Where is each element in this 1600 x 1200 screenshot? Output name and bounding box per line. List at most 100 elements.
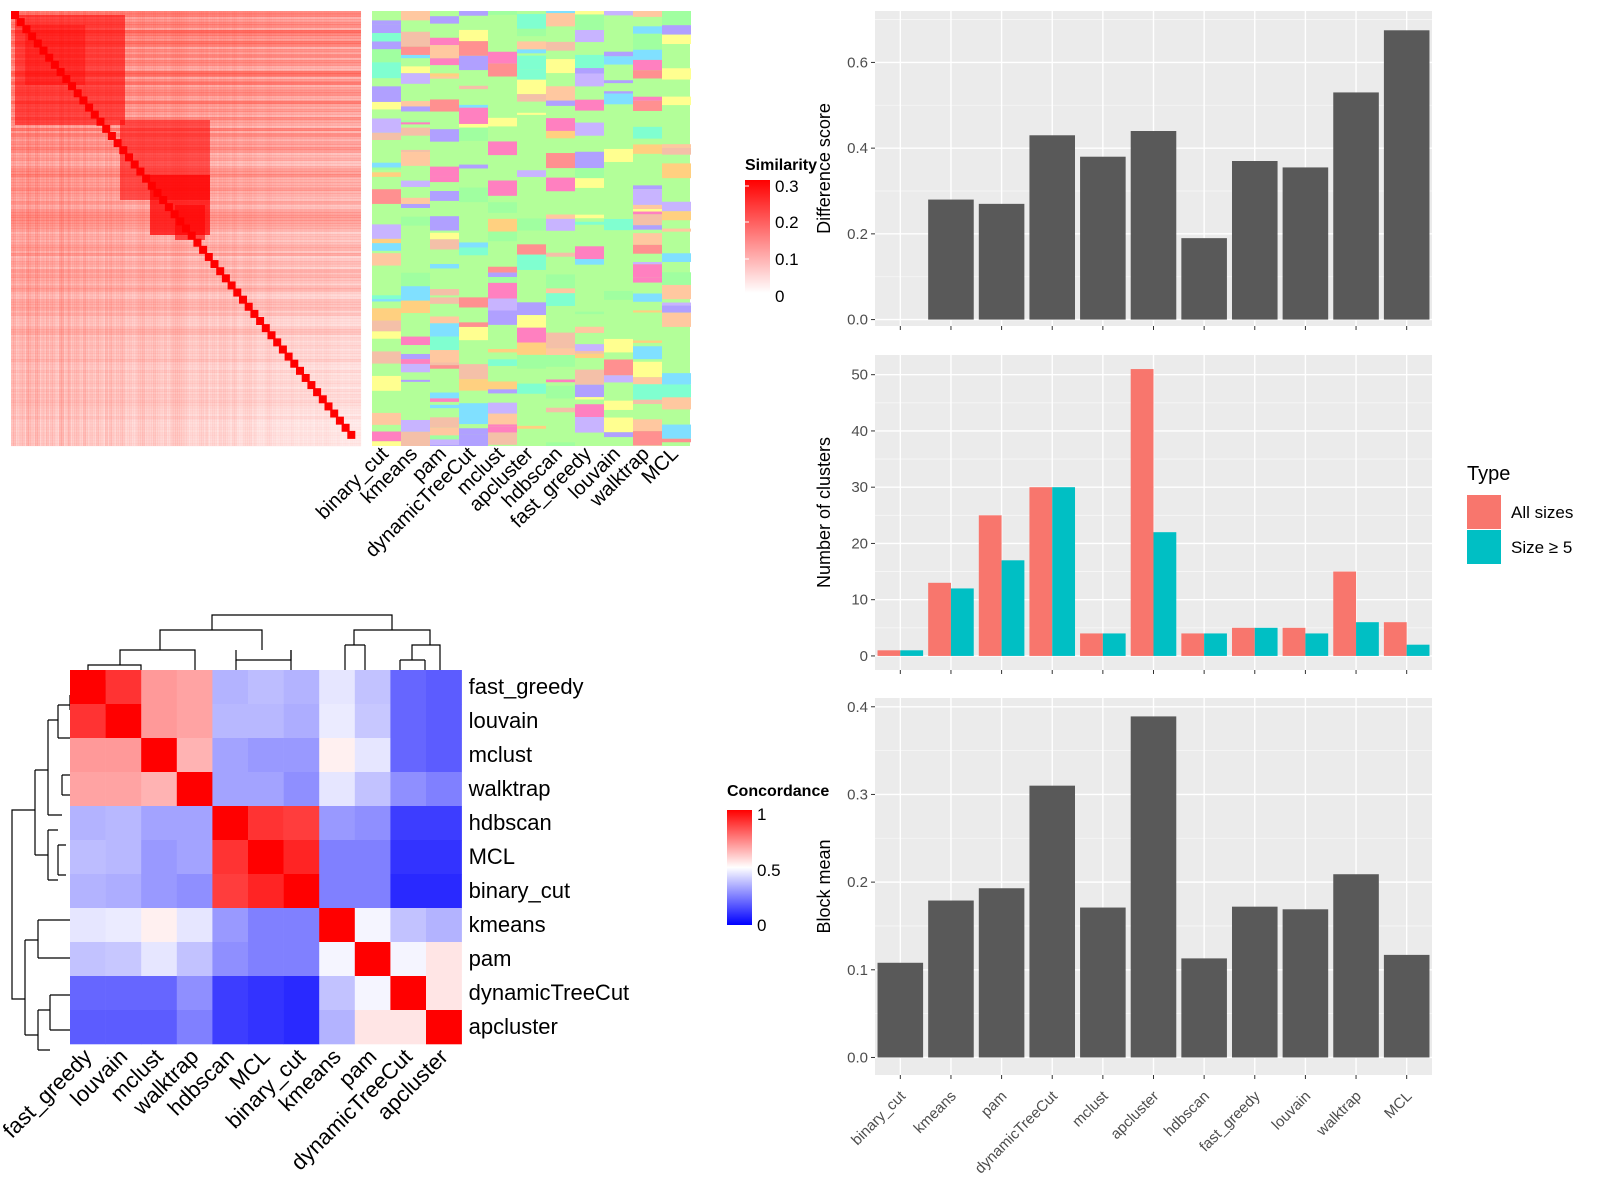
similarity-column-band: [89, 11, 93, 446]
concordance-cell: [141, 704, 178, 739]
y-tick-label: 10: [851, 592, 868, 609]
similarity-row-band: [11, 46, 361, 50]
y-axis-label: Difference score: [814, 103, 834, 234]
membership-cell: [430, 166, 459, 177]
membership-cell: [604, 91, 633, 94]
membership-cell: [401, 419, 430, 432]
concordance-cell: [141, 806, 178, 841]
similarity-column-band: [266, 11, 270, 446]
membership-cell: [633, 209, 662, 212]
similarity-column-band: [258, 11, 261, 446]
membership-cell: [517, 69, 546, 80]
similarity-column-band: [11, 11, 14, 446]
bar-kmeans: [928, 199, 974, 320]
similarity-row-band: [11, 432, 361, 436]
similarity-column-band: [48, 11, 51, 446]
concordance-cell: [212, 874, 249, 909]
membership-cell: [604, 338, 633, 353]
membership-cell: [575, 353, 604, 359]
similarity-column-band: [43, 11, 47, 446]
similarity-row-band: [11, 68, 361, 72]
similarity-column-band: [65, 11, 69, 446]
similarity-column-band: [350, 11, 353, 446]
similarity-row-band: [11, 331, 361, 335]
membership-cell: [401, 66, 430, 74]
type-legend-label: All sizes: [1511, 503, 1573, 522]
concordance-cell: [283, 976, 320, 1011]
bar-MCL: [1383, 30, 1430, 320]
membership-cell: [546, 355, 575, 367]
membership-cell: [517, 28, 546, 37]
membership-cell: [401, 197, 430, 204]
similarity-row-band: [11, 106, 361, 110]
similarity-row-band: [11, 394, 361, 398]
similarity-column-band: [124, 11, 128, 446]
concordance-cell: [105, 670, 142, 705]
similarity-row-band: [11, 440, 361, 444]
membership-cell: [401, 180, 430, 187]
concordance-legend: Concordance 1 0.5 0: [727, 783, 829, 935]
bar-fast_greedy: [1231, 906, 1278, 1058]
concordance-cell: [70, 772, 106, 807]
y-tick-label: 0.0: [847, 1049, 868, 1066]
similarity-column-band: [358, 11, 362, 446]
membership-cell: [662, 34, 691, 45]
similarity-row-band: [11, 326, 361, 330]
similarity-diagonal-cell: [39, 46, 48, 55]
similarity-column-band: [111, 11, 115, 446]
membership-cell: [546, 59, 575, 74]
y-tick-label: 0.2: [847, 226, 868, 243]
membership-cell: [372, 132, 401, 140]
similarity-column-band: [126, 11, 130, 446]
similarity-column-band: [144, 11, 148, 446]
membership-cell: [546, 379, 575, 383]
similarity-row-band: [11, 391, 361, 395]
similarity-diagonal-cell: [22, 25, 31, 34]
membership-cell: [372, 431, 401, 442]
concordance-cell: [283, 942, 320, 977]
concordance-cell: [176, 670, 213, 705]
concordance-cell: [354, 874, 391, 909]
membership-cell: [488, 63, 517, 77]
concordance-cell: [390, 704, 427, 739]
similarity-column-band: [26, 11, 29, 446]
similarity-row-band: [11, 21, 361, 25]
membership-cell: [488, 202, 517, 213]
concordance-cell: [248, 670, 284, 705]
similarity-row-band: [11, 252, 361, 257]
similarity-legend-tick: 0: [775, 287, 784, 306]
similarity-column-band: [81, 11, 84, 446]
membership-cell: [459, 326, 488, 341]
membership-cell: [401, 431, 430, 446]
membership-cell: [430, 16, 459, 24]
membership-cell: [401, 120, 430, 123]
membership-cell: [662, 96, 691, 106]
membership-cell: [459, 379, 488, 391]
similarity-column-band: [17, 11, 21, 446]
membership-cell: [662, 201, 691, 212]
similarity-column-band: [67, 11, 71, 446]
bar-panel-2: 0 10 20 30 40 50 Number of clusters: [814, 355, 1432, 674]
membership-method-labels: binary_cutkmeanspamdynamicTreeCutmclusta…: [312, 443, 683, 562]
similarity-column-band: [240, 11, 244, 446]
membership-cell: [633, 96, 662, 101]
membership-cell: [546, 100, 575, 106]
membership-cell: [633, 214, 662, 226]
concordance-cell: [319, 738, 356, 773]
membership-cell: [662, 147, 691, 155]
concordance-legend-tick: 1: [757, 805, 766, 824]
similarity-row-band: [11, 372, 361, 376]
membership-cell: [575, 99, 604, 111]
similarity-diagonal-cell: [125, 153, 133, 162]
similarity-column-band: [328, 11, 331, 446]
membership-cell: [662, 253, 691, 262]
concordance-cell: [212, 806, 249, 841]
membership-cell: [488, 381, 517, 390]
membership-cell: [633, 310, 662, 313]
similarity-diagonal-cell: [170, 210, 179, 219]
similarity-row-band: [11, 19, 361, 23]
similarity-row-band: [11, 364, 361, 368]
membership-cell: [633, 244, 662, 254]
similarity-row-band: [11, 350, 361, 354]
